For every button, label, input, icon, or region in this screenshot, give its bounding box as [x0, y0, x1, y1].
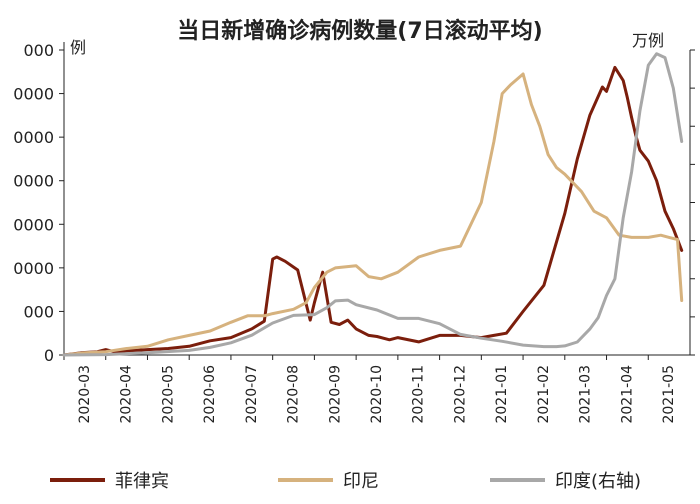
- x-axis-tick-label: 2020-10: [369, 365, 385, 424]
- axes-layer: [59, 42, 695, 360]
- x-axis-tick-label: 2021-02: [536, 365, 552, 424]
- x-axis-tick-label: 2020-08: [286, 365, 302, 424]
- x-axis-tick-label: 2020-07: [244, 365, 260, 424]
- series-line-india: [62, 52, 684, 357]
- x-axis-tick-label: 2020-06: [202, 365, 218, 424]
- legend-label-philippines: 菲律宾: [115, 471, 169, 492]
- x-axis-tick-label: 2020-05: [160, 365, 176, 424]
- left-axis-tick-label: 0000: [13, 215, 54, 234]
- chart-title: 当日新增确诊病例数量(7日滚动平均): [177, 18, 542, 44]
- x-axis-tick-label: 2020-09: [327, 365, 343, 424]
- left-axis-tick-label: 0000: [13, 128, 54, 147]
- x-axis-tick-label: 2020-04: [119, 365, 135, 424]
- x-axis-tick-label: 2020-12: [452, 365, 468, 424]
- legend-label-indonesia: 印尼: [343, 471, 379, 492]
- right-axis-unit: 万例: [632, 31, 664, 50]
- series-layer: [62, 52, 684, 357]
- x-axis-tick-label: 2020-11: [411, 365, 427, 424]
- left-axis-tick-label: 0: [44, 346, 54, 365]
- left-axis-tick-label: 0000: [13, 172, 54, 191]
- x-axis-tick-label: 2021-05: [661, 365, 677, 424]
- left-axis-tick-label: 000: [23, 41, 54, 60]
- x-axis-tick-label: 2021-04: [619, 365, 635, 424]
- x-axis-tick-labels: 2020-03 2020-04 2020-05 2020-06 2020-07 2020-…: [77, 365, 677, 424]
- legend-label-india: 印度(右轴): [555, 471, 641, 492]
- x-axis-tick-label: 2021-03: [578, 365, 594, 424]
- x-axis-tick-label: 2021-01: [494, 365, 510, 424]
- series-line-indonesia: [62, 72, 684, 357]
- left-axis-tick-label: 0000: [13, 259, 54, 278]
- x-axis-tick-label: 2020-03: [77, 365, 93, 424]
- legend: 菲律宾 印尼 印度(右轴): [50, 471, 641, 492]
- left-axis-unit: 例: [70, 38, 86, 57]
- left-axis-tick-label: 000: [23, 302, 54, 321]
- left-axis-tick-label: 0000: [13, 85, 54, 104]
- series-line-philippines: [62, 65, 684, 357]
